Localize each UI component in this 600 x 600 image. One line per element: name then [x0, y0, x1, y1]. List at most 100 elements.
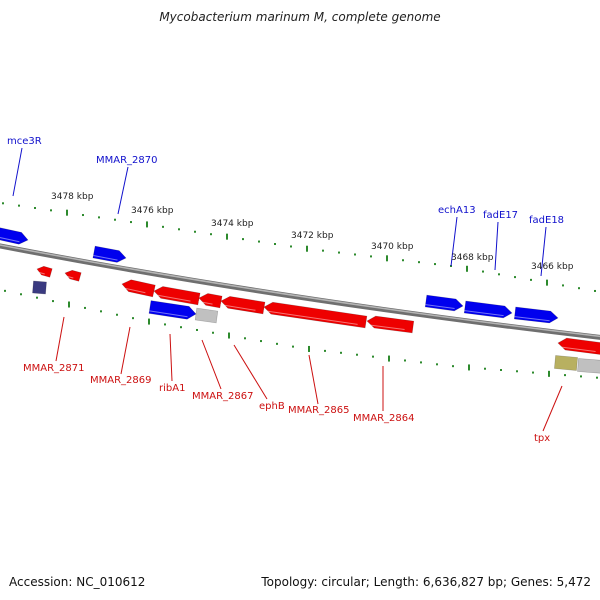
- feature-rna-right: [577, 358, 600, 374]
- scale-tick: [180, 326, 182, 329]
- gene-label-mce3r[interactable]: mce3R: [7, 136, 42, 147]
- scale-tick: [388, 355, 390, 362]
- leader-ephb: [233, 344, 268, 400]
- scale-tick: [482, 270, 484, 273]
- feature-other: [554, 355, 578, 371]
- scale-tick: [226, 233, 228, 240]
- scale-tick: [50, 209, 52, 212]
- scale-tick: [66, 209, 68, 216]
- scale-label-3472: 3472 kbp: [291, 231, 334, 241]
- gene-forward-fade17: [463, 300, 513, 319]
- leader-mmar-2871: [55, 316, 65, 362]
- scale-tick: [52, 300, 54, 303]
- gene-reverse-mmar-2867-shine: [198, 301, 213, 305]
- scale-tick: [356, 353, 358, 356]
- scale-tick: [306, 245, 308, 252]
- gene-reverse-small-1: [36, 265, 53, 278]
- gene-reverse-mmar-2867: [198, 293, 223, 309]
- scale-tick: [484, 367, 486, 370]
- scale-tick: [322, 249, 324, 252]
- scale-label-3478: 3478 kbp: [51, 192, 94, 202]
- gene-forward-mmar-2870-shine: [93, 255, 118, 261]
- scale-tick: [370, 255, 372, 258]
- scale-tick: [468, 364, 470, 371]
- gene-label-ephb[interactable]: ephB: [259, 401, 285, 412]
- scale-tick: [194, 230, 196, 233]
- scale-tick: [100, 310, 102, 313]
- gene-reverse-small-2: [64, 269, 82, 282]
- scale-tick: [580, 375, 582, 378]
- scale-tick: [196, 328, 198, 331]
- scale-tick: [514, 276, 516, 279]
- scale-label-3470: 3470 kbp: [371, 242, 414, 252]
- gene-features: [0, 227, 600, 374]
- leader-tpx: [542, 385, 563, 432]
- scale-tick: [258, 240, 260, 243]
- scale-tick: [562, 284, 564, 287]
- gene-label-riba1[interactable]: ribA1: [159, 383, 185, 394]
- gene-label-mmar-2865[interactable]: MMAR_2865: [288, 405, 350, 416]
- scale-tick: [146, 221, 148, 228]
- scale-tick: [4, 289, 6, 292]
- scale-tick: [210, 233, 212, 236]
- scale-tick: [228, 332, 230, 339]
- genome-backbone-highlight: [0, 244, 600, 338]
- scale-label-3468: 3468 kbp: [451, 253, 494, 263]
- gene-label-echa13[interactable]: echA13: [438, 205, 476, 216]
- scale-tick: [532, 371, 534, 374]
- scale-tick: [130, 221, 132, 224]
- gene-reverse-mmar-2865: [263, 301, 368, 329]
- gene-label-mmar-2870[interactable]: MMAR_2870: [96, 155, 158, 166]
- gene-reverse-riba1-shine: [153, 294, 191, 302]
- scale-tick: [18, 204, 20, 207]
- gene-label-fade18[interactable]: fadE18: [529, 215, 564, 226]
- gene-label-mmar-2871[interactable]: MMAR_2871: [23, 363, 85, 374]
- scale-tick: [324, 349, 326, 352]
- scale-tick: [244, 337, 246, 340]
- scale-tick: [452, 365, 454, 368]
- scale-tick: [292, 345, 294, 348]
- scale-tick: [594, 289, 596, 292]
- scale-tick: [354, 253, 356, 256]
- scale-tick: [20, 293, 22, 296]
- leader-mmar-2865: [308, 354, 319, 405]
- scale-labels: 3478 kbp 3476 kbp 3474 kbp 3472 kbp 3470…: [51, 192, 574, 272]
- scale-tick: [340, 351, 342, 354]
- gene-forward-fade18-shine: [514, 316, 550, 322]
- gene-reverse-partial-right-shine: [557, 346, 596, 352]
- scale-tick: [386, 255, 388, 262]
- gene-label-mmar-2867[interactable]: MMAR_2867: [192, 391, 254, 402]
- gene-forward-mmar-2870: [92, 245, 127, 263]
- scale-tick: [516, 370, 518, 373]
- feature-rna: [194, 307, 219, 324]
- gene-label-fade17[interactable]: fadE17: [483, 210, 518, 221]
- scale-tick: [498, 273, 500, 276]
- scale-tick: [338, 251, 340, 254]
- gene-forward-fade18: [513, 306, 559, 324]
- scale-tick: [276, 342, 278, 345]
- gene-reverse-ephb-shine: [220, 304, 256, 311]
- scale-tick: [466, 265, 468, 272]
- scale-ticks-inner: [4, 289, 598, 379]
- scale-tick: [162, 225, 164, 228]
- gene-reverse-ephb: [220, 296, 266, 315]
- scale-tick: [260, 340, 262, 343]
- gene-label-mmar-2864[interactable]: MMAR_2864: [353, 413, 415, 424]
- forward-gene-labels: mce3R MMAR_2870 echA13 fadE17 fadE18: [7, 136, 564, 226]
- scale-tick: [274, 243, 276, 246]
- scale-label-3474: 3474 kbp: [211, 219, 254, 229]
- leader-echa13: [450, 216, 458, 267]
- gene-forward-echa13: [424, 294, 464, 312]
- gene-label-tpx[interactable]: tpx: [534, 433, 550, 444]
- scale-tick: [114, 218, 116, 221]
- leader-mmar-2870: [117, 166, 129, 215]
- scale-tick: [36, 296, 38, 299]
- feature-pseudo: [32, 280, 47, 295]
- scale-tick: [308, 345, 310, 352]
- label-leader-lines: [12, 147, 563, 432]
- scale-tick: [546, 279, 548, 286]
- gene-forward-inner: [148, 300, 197, 320]
- scale-label-3466: 3466 kbp: [531, 262, 574, 272]
- gene-label-mmar-2869[interactable]: MMAR_2869: [90, 375, 152, 386]
